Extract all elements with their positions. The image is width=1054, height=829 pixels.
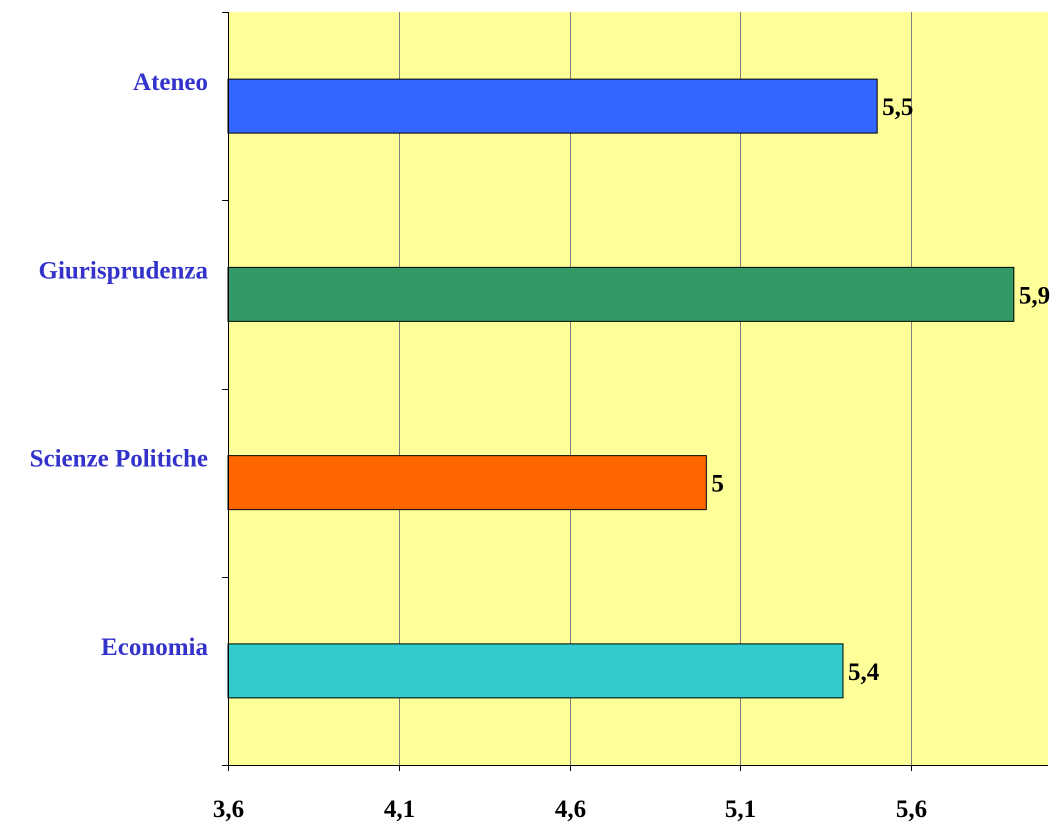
bars	[227, 78, 1015, 699]
data-label: 5,4	[848, 659, 880, 686]
bar-economia	[227, 643, 844, 699]
category-label: Economia	[101, 634, 208, 661]
axes: 3,6 4,1 4,6 5,1 5,6	[213, 12, 1048, 823]
data-label: 5,5	[882, 94, 913, 121]
bar-scienze-politiche	[227, 455, 707, 511]
category-label: Scienze Politiche	[30, 446, 208, 473]
data-label: 5	[711, 471, 724, 498]
category-label: Giurisprudenza	[39, 257, 209, 284]
category-label: Ateneo	[133, 69, 208, 96]
data-label: 5,9	[1019, 282, 1050, 309]
x-tick-label: 4,6	[555, 796, 586, 823]
gridlines	[399, 12, 912, 765]
labels: Ateneo 5,5 Giurisprudenza 5,9 Scienze Politi…	[30, 69, 1051, 686]
x-tick-label: 5,1	[725, 796, 756, 823]
bar-ateneo	[227, 78, 878, 134]
x-tick-label: 5,6	[896, 796, 927, 823]
x-tick-label: 3,6	[213, 796, 244, 823]
bar-giurisprudenza	[227, 266, 1015, 322]
x-tick-label: 4,1	[384, 796, 415, 823]
